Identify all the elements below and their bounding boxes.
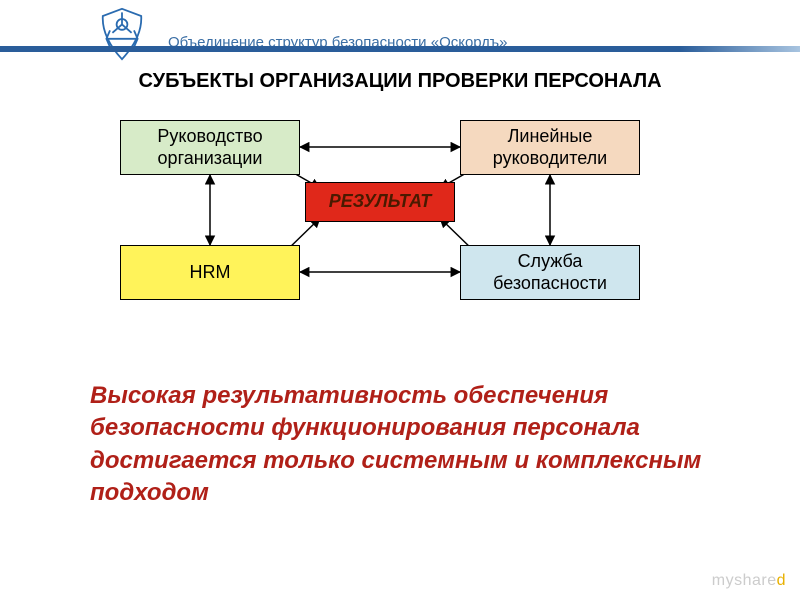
page-title: СУБЪЕКТЫ ОРГАНИЗАЦИИ ПРОВЕРКИ ПЕРСОНАЛА [0,70,800,93]
diagram: Руководствоорганизации Линейныеруководите… [100,110,660,330]
node-hrm: HRM [120,245,300,300]
watermark-accent: d [777,572,786,589]
logo-icon [92,4,152,64]
node-sec: Службабезопасности [460,245,640,300]
node-line: Линейныеруководители [460,120,640,175]
watermark: myshared [712,572,786,590]
conclusion-text: Высокая результативность обеспечения без… [90,380,710,510]
node-result: РЕЗУЛЬТАТ [305,182,455,222]
node-mgmt: Руководствоорганизации [120,120,300,175]
watermark-prefix: myshare [712,572,777,589]
header-rule [0,46,800,52]
